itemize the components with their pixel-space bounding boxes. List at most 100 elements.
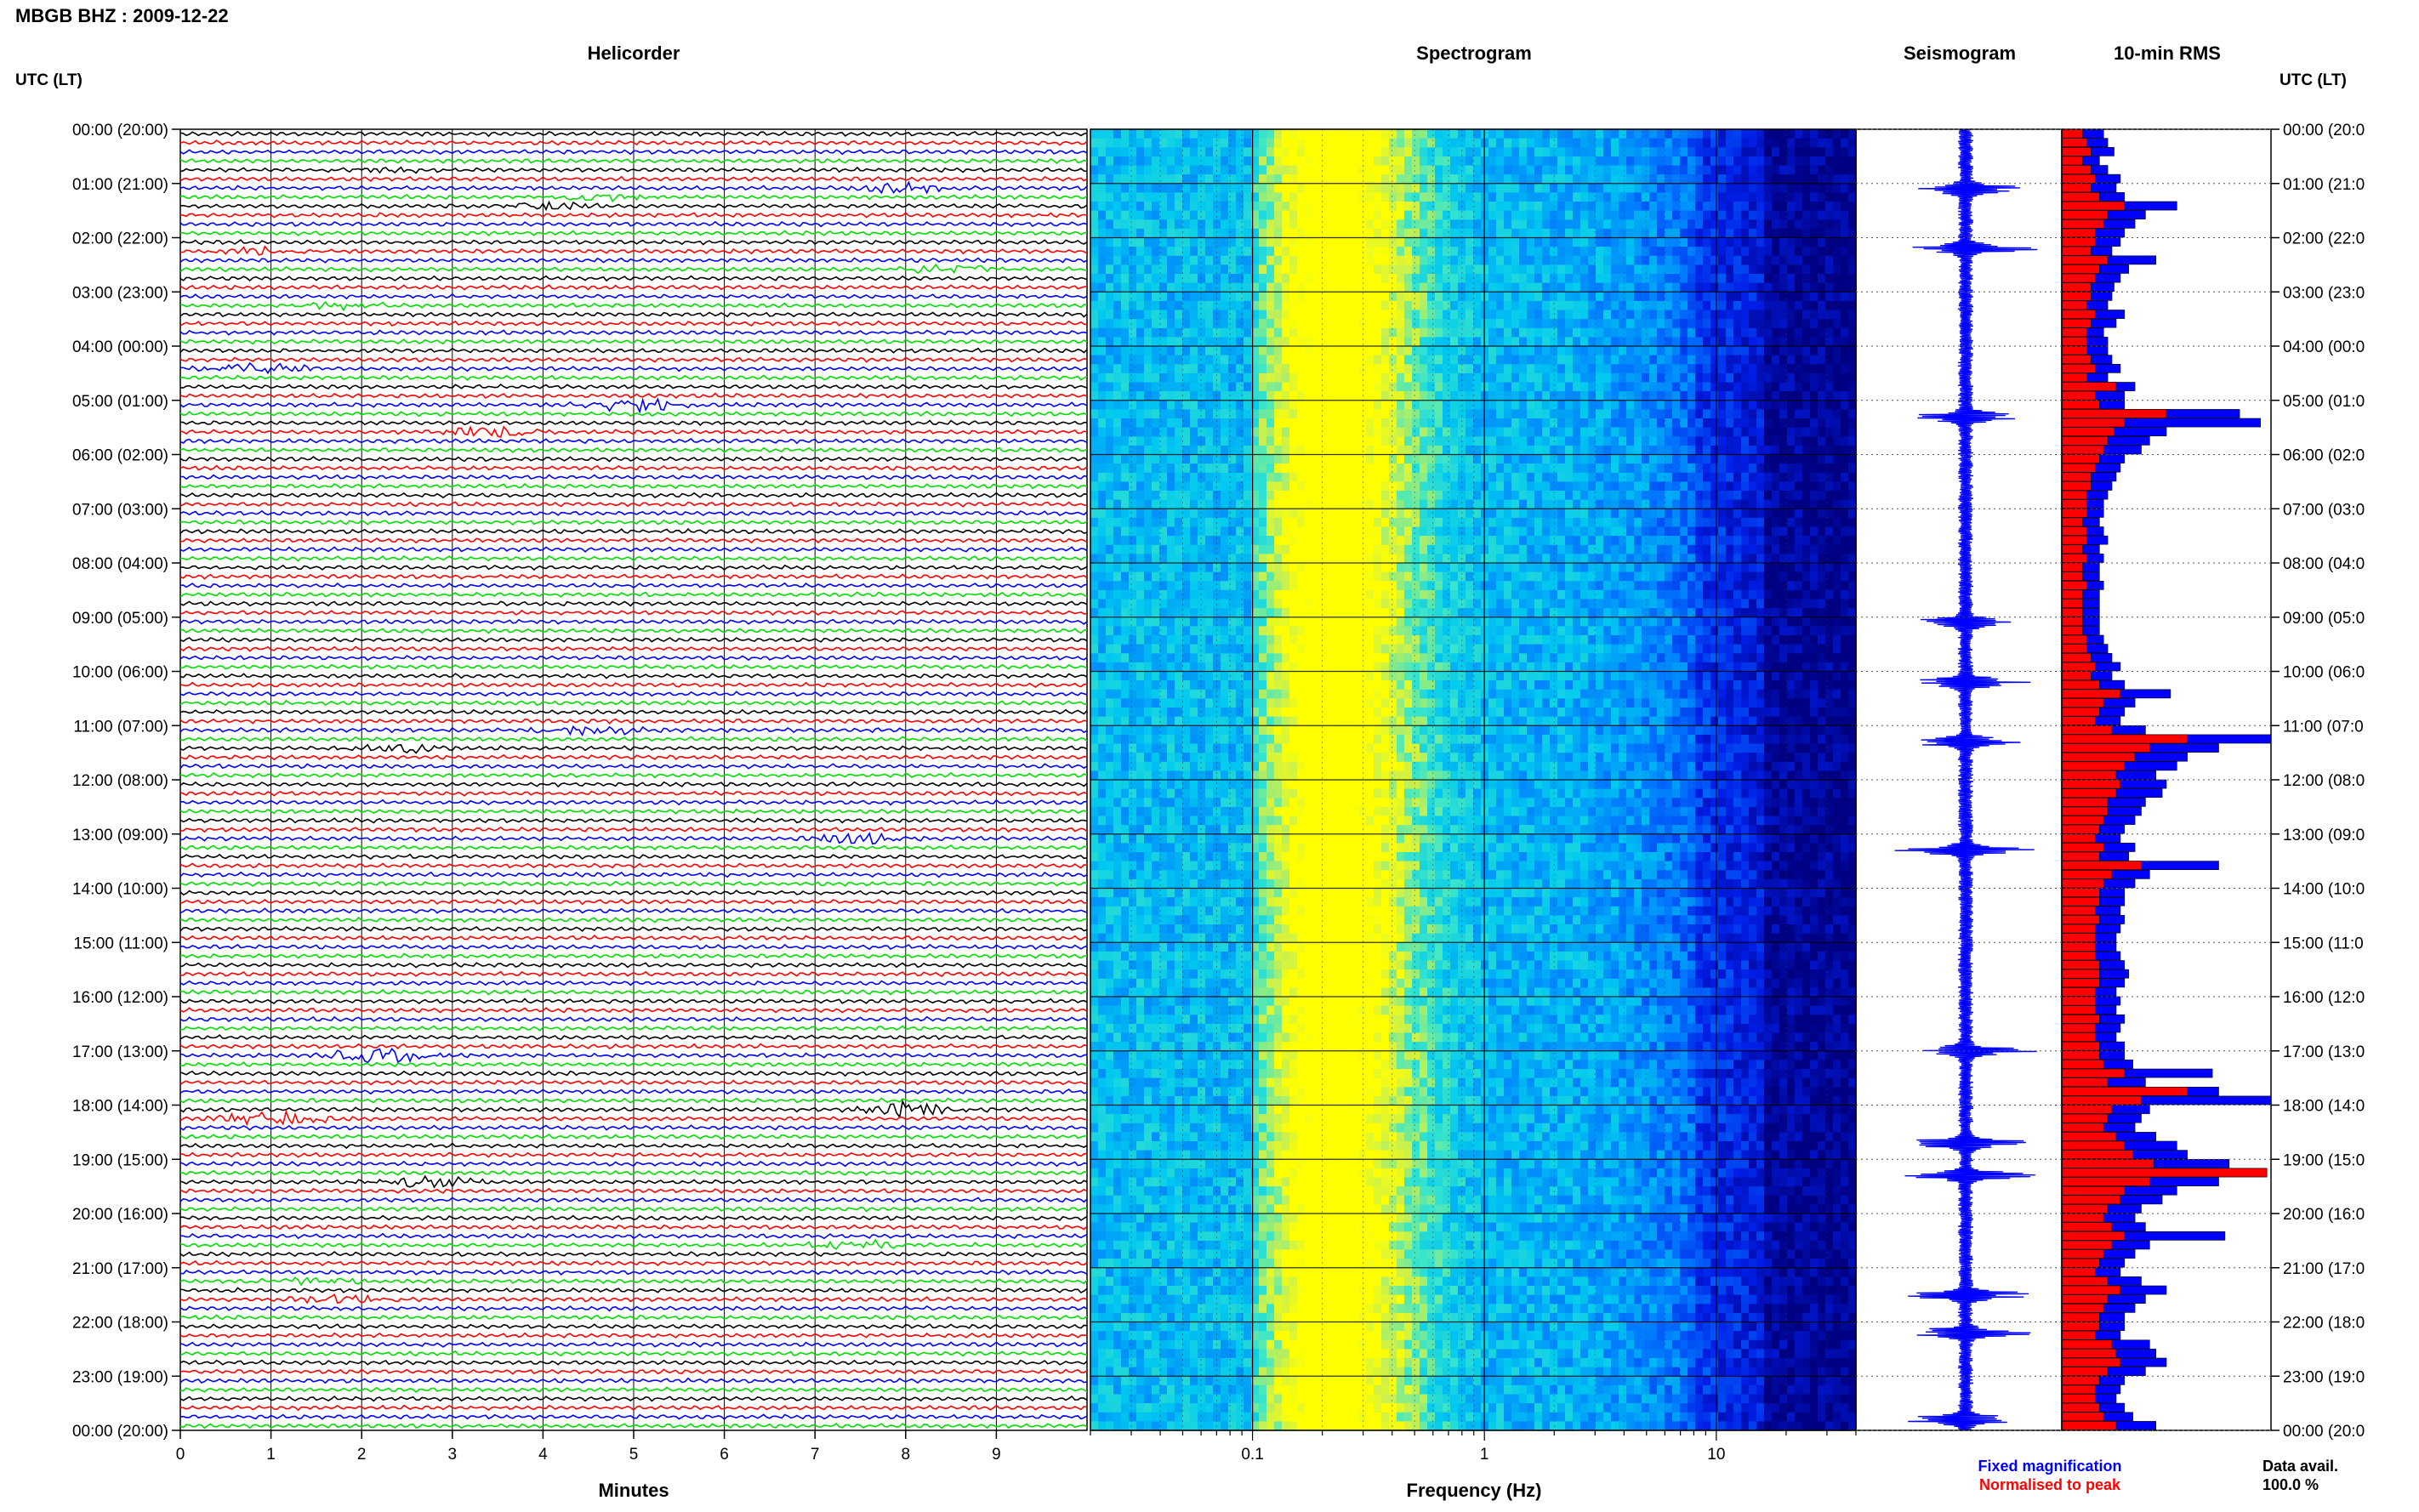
spectrogram-cell [1282, 147, 1290, 157]
spectrogram-cell [1129, 788, 1137, 799]
spectrogram-cell [1297, 418, 1306, 429]
spectrogram-cell [1259, 833, 1267, 844]
spectrogram-cell [1297, 156, 1306, 167]
spectrogram-cell [1244, 463, 1252, 474]
spectrogram-cell [1266, 680, 1275, 691]
spectrogram-cell [1320, 852, 1329, 862]
spectrogram-cell [1136, 816, 1145, 826]
spectrogram-cell [1152, 852, 1160, 862]
spectrogram-cell [1312, 1384, 1321, 1395]
spectrogram-cell [1106, 716, 1114, 726]
spectrogram-cell [1198, 282, 1206, 293]
spectrogram-cell [1198, 1005, 1206, 1015]
spectrogram-cell [1144, 1186, 1153, 1197]
spectrogram-cell [1213, 337, 1221, 347]
spectrogram-cell [1251, 770, 1260, 781]
helicorder-trace [179, 832, 1088, 845]
spectrogram-cell [1106, 1331, 1114, 1341]
spectrogram-cell [1320, 481, 1329, 492]
spectrogram-cell [1129, 753, 1137, 763]
spectrogram-cell [1221, 255, 1229, 265]
spectrogram-cell [1259, 806, 1267, 817]
spectrogram-cell [1328, 183, 1336, 193]
spectrogram-cell [1282, 228, 1290, 239]
spectrogram-cell [1129, 292, 1137, 302]
spectrogram-cell [1167, 1177, 1175, 1187]
spectrogram-cell [1266, 544, 1275, 554]
spectrogram-cell [1106, 1384, 1114, 1395]
spectrogram-cell [1121, 1032, 1130, 1043]
spectrogram-cell [1190, 987, 1198, 998]
spectrogram-cell [1320, 192, 1329, 202]
spectrogram-cell [1129, 1376, 1137, 1386]
spectrogram-cell [1144, 1032, 1153, 1043]
spectrogram-cell [1305, 536, 1313, 546]
helicorder-trace [179, 871, 1088, 878]
helicorder-trace [179, 492, 1088, 499]
spectrogram-cell [1297, 571, 1306, 582]
spectrogram-cell [1090, 725, 1099, 736]
spectrogram-cell [1182, 138, 1191, 148]
spectrogram-cell [1289, 1376, 1298, 1386]
spectrogram-cell [1297, 1032, 1306, 1043]
spectrogram-cell [1320, 418, 1329, 429]
spectrogram-cell [1244, 644, 1252, 654]
spectrogram-cell [1335, 1186, 1344, 1197]
spectrogram-cell [1297, 174, 1306, 185]
spectrogram-cell [1198, 1240, 1206, 1251]
spectrogram-cell [1090, 1349, 1099, 1359]
spectrogram-cell [1244, 355, 1252, 365]
spectrogram-cell [1152, 1349, 1160, 1359]
spectrogram-cell [1152, 888, 1160, 898]
spectrogram-cell [1167, 544, 1175, 554]
spectrogram-cell [1274, 1005, 1283, 1015]
spectrogram-cell [1190, 1394, 1198, 1404]
spectrogram-cell [1136, 861, 1145, 871]
spectrogram-cell [1129, 626, 1137, 636]
spectrogram-cell [1335, 626, 1344, 636]
helicorder-trace [179, 1422, 1088, 1430]
spectrogram-cell [1343, 599, 1352, 609]
spectrogram-cell [1274, 960, 1283, 970]
spectrogram-cell [1175, 1339, 1183, 1350]
spectrogram-cell [1182, 897, 1191, 907]
spectrogram-cell [1244, 1339, 1252, 1350]
spectrogram-cell [1289, 1394, 1298, 1404]
spectrogram-cell [1213, 364, 1221, 374]
spectrogram-cell [1297, 1060, 1306, 1070]
spectrogram-cell [1144, 138, 1153, 148]
spectrogram-cell [1259, 644, 1267, 654]
spectrogram-cell [1221, 1204, 1229, 1214]
spectrogram-cell [1159, 247, 1168, 257]
spectrogram-cell [1251, 617, 1260, 627]
spectrogram-cell [1198, 708, 1206, 718]
spectrogram-cell [1221, 843, 1229, 853]
spectrogram-cell [1129, 761, 1137, 771]
spectrogram-cell [1228, 509, 1237, 519]
spectrogram-cell [1121, 337, 1130, 347]
spectrogram-cell [1328, 1204, 1336, 1214]
spectrogram-cell [1106, 888, 1114, 898]
spectrogram-cell [1098, 1204, 1107, 1214]
spectrogram-cell [1144, 680, 1153, 691]
spectrogram-cell [1175, 1394, 1183, 1404]
spectrogram-cell [1167, 852, 1175, 862]
helicorder-trace [179, 1214, 1088, 1221]
spectrogram-cell [1244, 1105, 1252, 1115]
spectrogram-cell [1328, 897, 1336, 907]
spectrogram-cell [1182, 1150, 1191, 1160]
spectrogram-cell [1198, 382, 1206, 392]
spectrogram-cell [1098, 292, 1107, 302]
spectrogram-cell [1251, 544, 1260, 554]
spectrogram-cell [1343, 219, 1352, 230]
spectrogram-cell [1251, 255, 1260, 265]
spectrogram-cell [1244, 662, 1252, 673]
spectrogram-cell [1335, 292, 1344, 302]
spectrogram-cell [1090, 969, 1099, 980]
spectrogram-cell [1090, 1339, 1099, 1350]
spectrogram-cell [1289, 264, 1298, 275]
spectrogram-cell [1098, 1168, 1107, 1179]
spectrogram-cell [1297, 1412, 1306, 1422]
spectrogram-cell [1144, 183, 1153, 193]
spectrogram-cell [1136, 725, 1145, 736]
